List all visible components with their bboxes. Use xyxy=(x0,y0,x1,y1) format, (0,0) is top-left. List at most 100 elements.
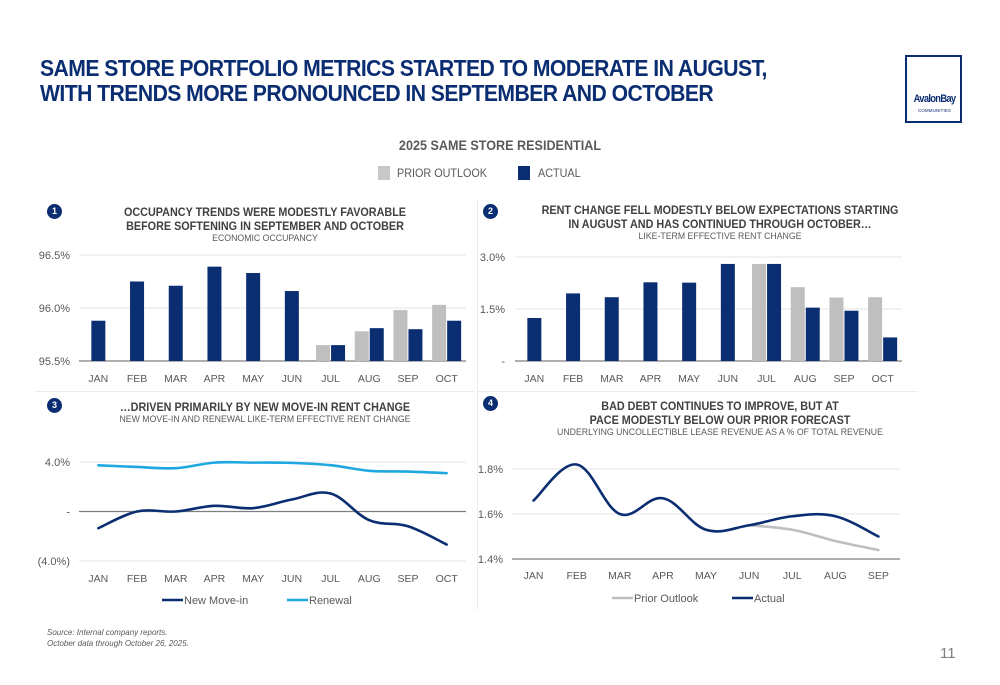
panel-1-heading-line-1: OCCUPANCY TRENDS WERE MODESTLY FAVORABLE xyxy=(123,205,407,219)
chart-occupancy-y-tick-label: 96.5% xyxy=(39,250,70,262)
chart-bad_debt-x-tick-label: FEB xyxy=(566,570,586,582)
chart-move_in_renewal-x-tick-label: SEP xyxy=(397,573,418,585)
chart-rent_change-x-tick-label: AUG xyxy=(794,373,817,385)
panel-1-heading-line-2: BEFORE SOFTENING IN SEPTEMBER AND OCTOBE… xyxy=(126,219,404,233)
legend-swatch-actual xyxy=(518,166,530,180)
section-title: 2025 SAME STORE RESIDENTIAL xyxy=(398,137,602,153)
chart-occupancy-bar-prior xyxy=(432,304,447,361)
chart-rent_change-bar-prior xyxy=(868,297,883,361)
chart-rent_change-bar-actual xyxy=(844,310,859,361)
legend-label-actual: ACTUAL xyxy=(538,166,581,180)
legend-label-prior: PRIOR OUTLOOK xyxy=(397,166,488,180)
chart-bad_debt-y-tick-label: 1.4% xyxy=(478,554,503,566)
chart-rent_change-x-tick-label: OCT xyxy=(872,373,895,385)
chart-move_in_renewal-y-tick-label: (4.0%) xyxy=(38,556,70,568)
slide-title-line-1: SAME STORE PORTFOLIO METRICS STARTED TO … xyxy=(40,55,767,81)
chart-rent_change-bar-actual xyxy=(643,282,658,361)
chart-occupancy-y-tick-label: 96.0% xyxy=(39,303,70,315)
footnote-source: Source: Internal company reports. xyxy=(47,628,168,637)
chart-rent_change-x-tick-label: JAN xyxy=(524,373,544,385)
chart-occupancy-x-tick-label: JAN xyxy=(88,373,108,385)
chart-occupancy-bar-actual xyxy=(331,345,346,361)
logo-name: AvalonBay xyxy=(913,93,957,105)
chart-rent_change-bar-actual xyxy=(527,318,542,361)
panel-3-subtitle: NEW MOVE-IN AND RENEWAL LIKE-TERM EFFECT… xyxy=(119,414,411,425)
chart-occupancy-bar-prior xyxy=(354,331,369,361)
chart-move_in_renewal-x-tick-label: JUN xyxy=(282,573,302,585)
panel-3-heading-line-1: …DRIVEN PRIMARILY BY NEW MOVE-IN RENT CH… xyxy=(119,400,411,414)
chart-bad_debt-x-tick-label: JAN xyxy=(524,570,544,582)
chart-move_in_renewal-line-new-move-in xyxy=(97,491,448,546)
chart-occupancy-bar-prior xyxy=(393,310,408,361)
chart-rent_change-bar-actual xyxy=(604,297,619,361)
chart-rent_change-x-tick-label: SEP xyxy=(833,373,854,385)
chart-move_in_renewal-x-tick-label: OCT xyxy=(436,573,459,585)
panel-4-heading: BAD DEBT CONTINUES TO IMPROVE, BUT AT PA… xyxy=(510,399,930,439)
chart-rent_change-bar-actual xyxy=(566,293,581,361)
chart-occupancy-x-tick-label: APR xyxy=(204,373,226,385)
panel-divider-right xyxy=(478,391,918,392)
panel-2-heading: RENT CHANGE FELL MODESTLY BELOW EXPECTAT… xyxy=(510,203,930,243)
slide-title: SAME STORE PORTFOLIO METRICS STARTED TO … xyxy=(40,56,776,106)
chart-bad_debt-x-tick-label: APR xyxy=(652,570,674,582)
chart-rent_change-y-tick-label: - xyxy=(501,356,505,368)
chart-occupancy-bar-prior xyxy=(316,345,331,361)
chart-move_in_renewal-y-tick-label: - xyxy=(66,507,70,519)
chart-move_in_renewal-legend-label: New Move-in xyxy=(184,595,248,607)
chart-rent_change-bar-actual xyxy=(767,263,782,361)
panel-2-heading-line-1: RENT CHANGE FELL MODESTLY BELOW EXPECTAT… xyxy=(541,203,899,217)
chart-move_in_renewal-x-tick-label: JAN xyxy=(88,573,108,585)
chart-rent_change-x-tick-label: JUN xyxy=(718,373,738,385)
chart-occupancy-bar-actual xyxy=(168,285,183,361)
chart-rent_change-bar-prior xyxy=(790,287,805,361)
chart-rent_change-x-tick-label: MAR xyxy=(600,373,624,385)
chart-rent_change-x-tick-label: JUL xyxy=(757,373,776,385)
chart-occupancy-x-tick-label: JUN xyxy=(282,373,302,385)
panel-4-heading-line-1: BAD DEBT CONTINUES TO IMPROVE, BUT AT xyxy=(601,399,839,413)
chart-occupancy-bar-actual xyxy=(91,320,106,361)
chart-occupancy-x-tick-label: FEB xyxy=(127,373,147,385)
footnote: Source: Internal company reports. Octobe… xyxy=(47,627,189,649)
chart-bad_debt-y-tick-label: 1.6% xyxy=(478,509,503,521)
chart-rent_change-bar-actual xyxy=(805,307,820,361)
chart-bad_debt-x-tick-label: JUN xyxy=(739,570,759,582)
chart-rent_change-bar-actual xyxy=(682,282,697,361)
chart-occupancy-x-tick-label: OCT xyxy=(436,373,459,385)
slide-title-line-2: WITH TRENDS MORE PRONOUNCED IN SEPTEMBER… xyxy=(40,80,714,106)
legend-swatch-prior xyxy=(378,166,390,180)
panel-2-heading-line-2: IN AUGUST AND HAS CONTINUED THROUGH OCTO… xyxy=(568,217,872,231)
panel-3-heading: …DRIVEN PRIMARILY BY NEW MOVE-IN RENT CH… xyxy=(80,400,450,426)
chart-move_in_renewal-legend-label: Renewal xyxy=(309,595,352,607)
chart-rent_change-bar-prior xyxy=(829,297,844,361)
chart-occupancy-bar-actual xyxy=(207,266,222,361)
chart-move_in_renewal-line-renewal xyxy=(97,460,448,475)
panel-divider-left xyxy=(35,391,475,392)
footnote-date: October data through October 26, 2025. xyxy=(47,639,189,648)
chart-occupancy-bar-actual xyxy=(369,328,384,361)
chart-bad_debt-x-tick-label: SEP xyxy=(868,570,889,582)
chart-bad_debt-line-actual xyxy=(532,463,880,538)
chart-bad_debt-x-tick-label: MAR xyxy=(608,570,632,582)
chart-rent_change-bar-prior xyxy=(752,263,767,361)
chart-move_in_renewal-y-tick-label: 4.0% xyxy=(45,457,70,469)
chart-move_in_renewal-x-tick-label: AUG xyxy=(358,573,381,585)
chart-rent_change-x-tick-label: APR xyxy=(640,373,662,385)
chart-bad_debt-y-tick-label: 1.8% xyxy=(478,464,503,476)
panel-4-subtitle: UNDERLYING UNCOLLECTIBLE LEASE REVENUE A… xyxy=(557,427,883,438)
logo-subtitle: COMMUNITIES xyxy=(917,108,952,113)
chart-occupancy-bar-actual xyxy=(408,329,423,361)
company-logo: AvalonBay COMMUNITIES xyxy=(905,55,962,123)
chart-occupancy-x-tick-label: MAY xyxy=(242,373,264,385)
chart-occupancy-x-tick-label: SEP xyxy=(397,373,418,385)
chart-move_in_renewal-x-tick-label: APR xyxy=(204,573,226,585)
chart-bad_debt-legend-label: Prior Outlook xyxy=(634,593,699,605)
chart-occupancy-x-tick-label: JUL xyxy=(321,373,340,385)
chart-bad_debt-legend-label: Actual xyxy=(754,593,785,605)
chart-rent_change-bar-actual xyxy=(720,263,735,361)
chart-rent_change-x-tick-label: FEB xyxy=(563,373,583,385)
chart-occupancy-x-tick-label: AUG xyxy=(358,373,381,385)
chart-move_in_renewal-x-tick-label: FEB xyxy=(127,573,147,585)
panel-2-badge: 2 xyxy=(483,204,498,219)
chart-bad_debt-x-tick-label: JUL xyxy=(783,570,802,582)
